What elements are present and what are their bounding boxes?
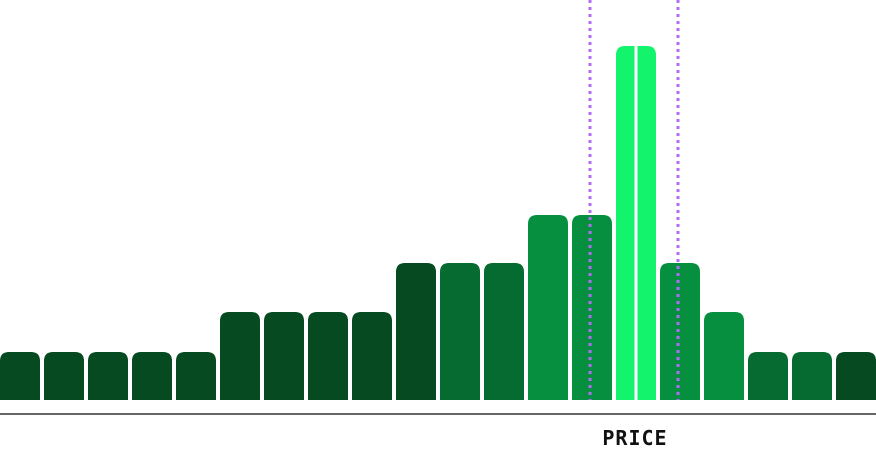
bar — [396, 263, 436, 400]
bar — [748, 352, 788, 400]
bar — [836, 352, 876, 400]
bar — [88, 352, 128, 400]
bar — [484, 263, 524, 400]
bar — [176, 352, 216, 400]
bar — [528, 215, 568, 400]
bar — [440, 263, 480, 400]
bar — [264, 312, 304, 400]
bar — [572, 215, 612, 400]
bar — [44, 352, 84, 400]
bar — [220, 312, 260, 400]
histogram-bars — [0, 46, 876, 400]
bar — [792, 352, 832, 400]
x-axis-label: PRICE — [602, 426, 667, 450]
bar — [660, 263, 700, 400]
bar — [308, 312, 348, 400]
bar — [704, 312, 744, 400]
bar — [352, 312, 392, 400]
bar — [0, 352, 40, 400]
bar — [132, 352, 172, 400]
